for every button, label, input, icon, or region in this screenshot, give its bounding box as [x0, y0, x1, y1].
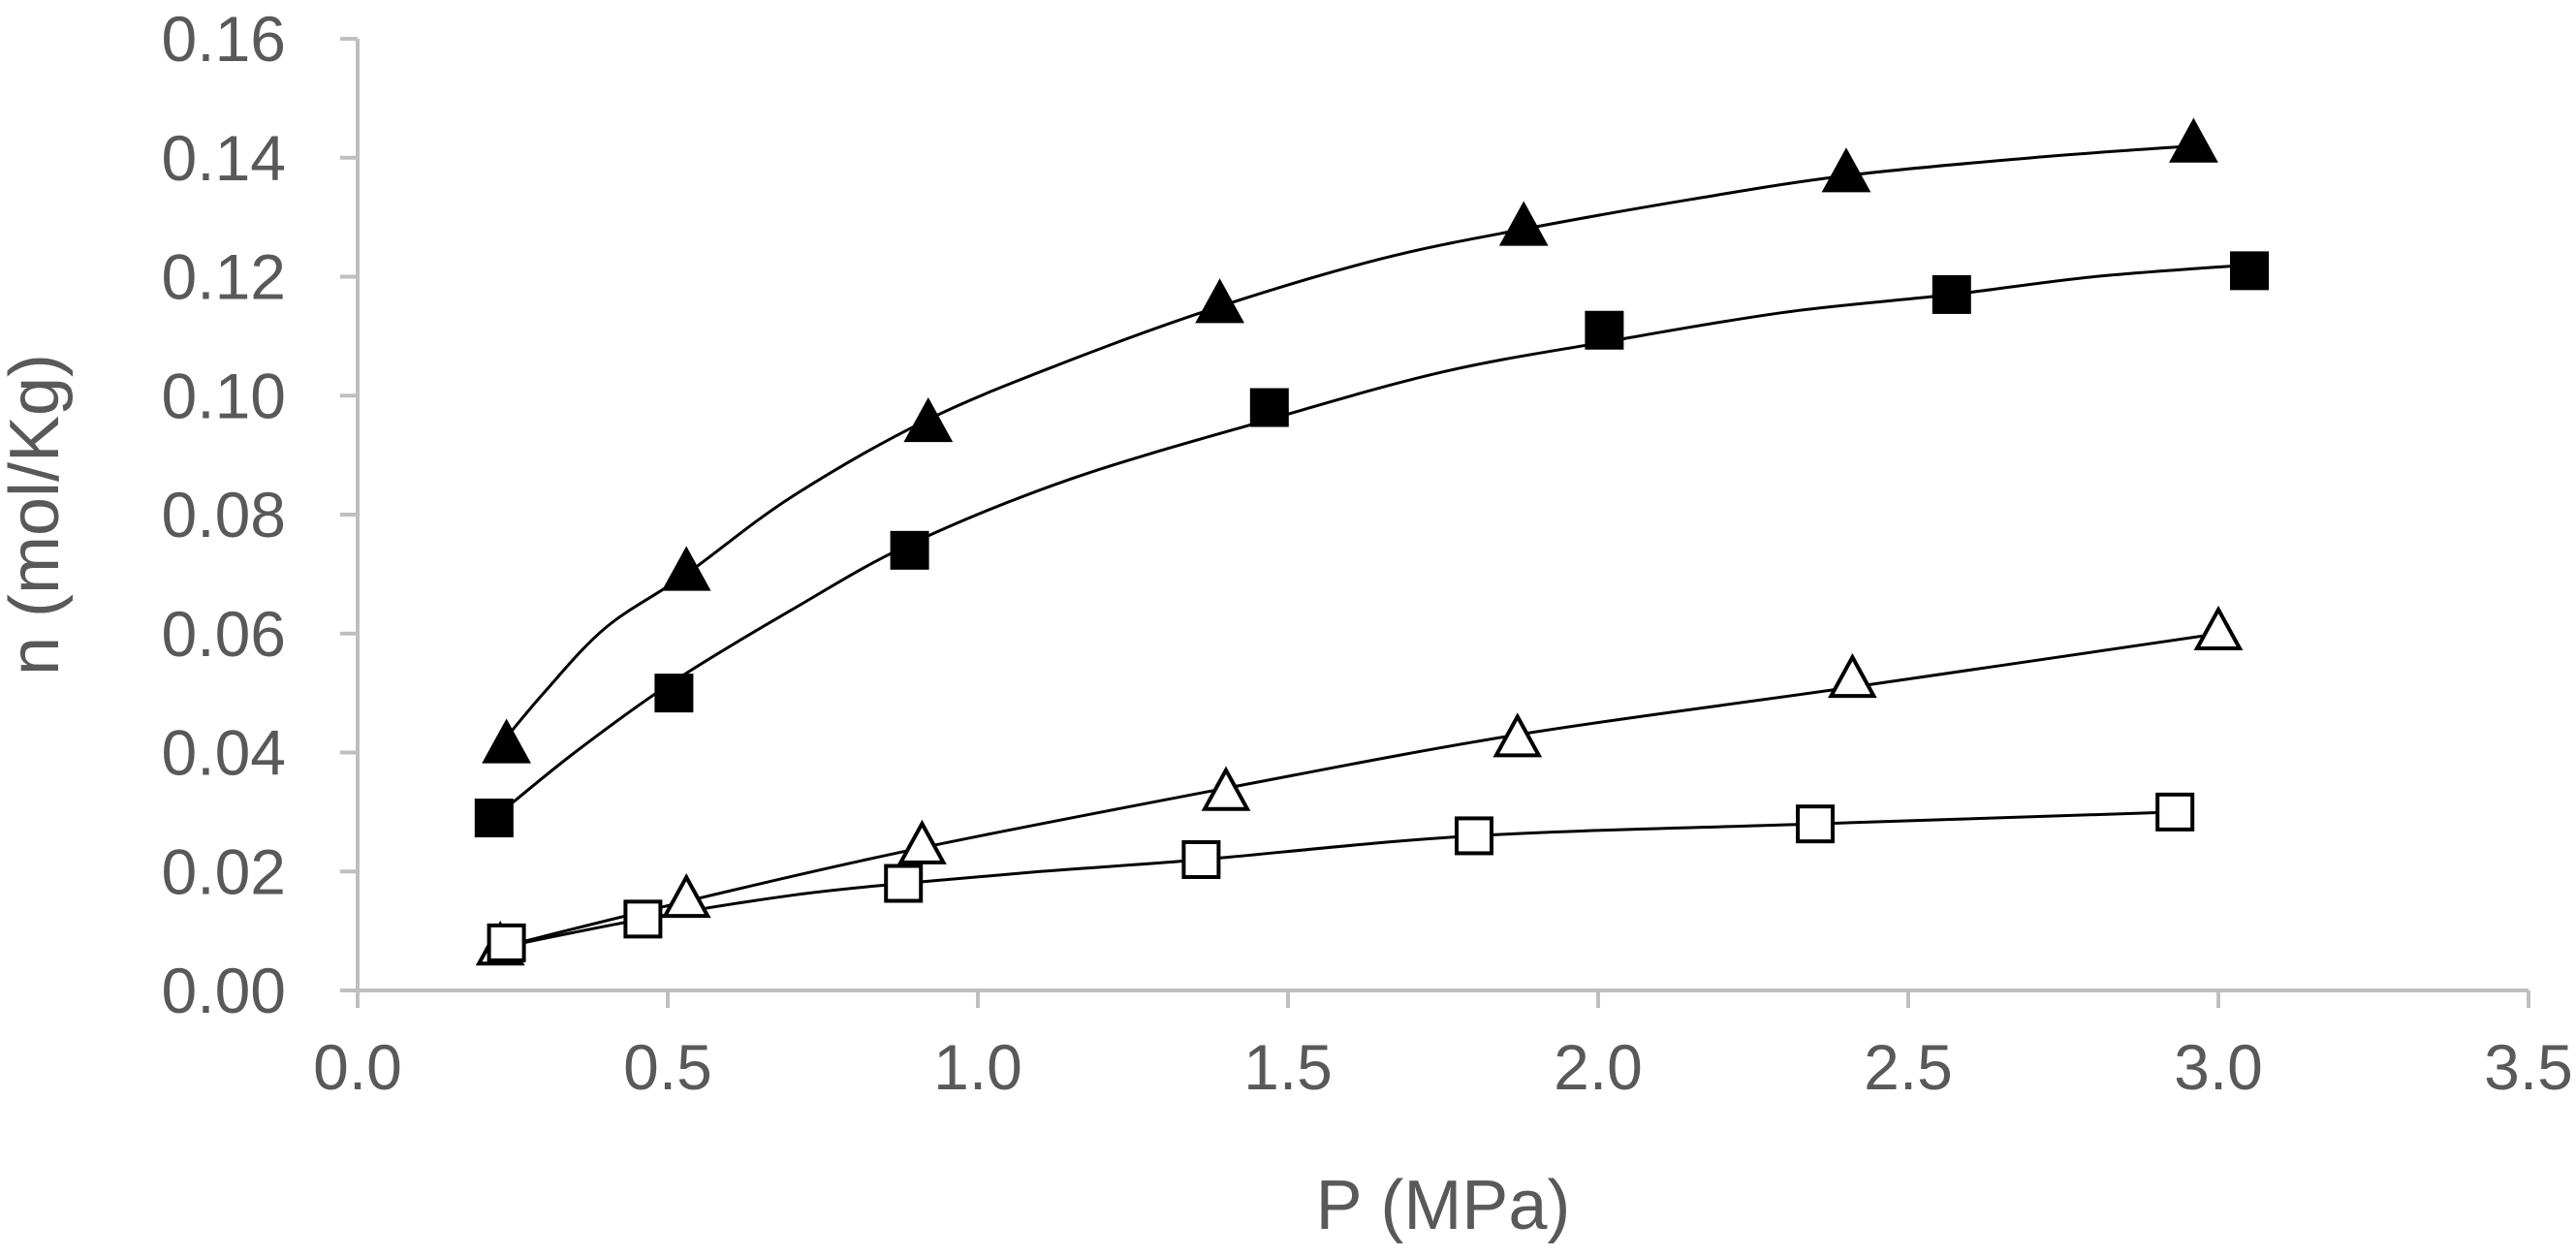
- open-triangle-marker: [2193, 605, 2244, 650]
- open-square-marker: [623, 899, 663, 939]
- filled-triangle-fit-line: [492, 144, 2194, 754]
- open-triangle-marker: [1828, 652, 1877, 699]
- filled-square-marker: [654, 674, 694, 713]
- y-axis-title: n (mol/Kg): [0, 354, 74, 675]
- filled-square-marker: [890, 530, 929, 570]
- x-tick-label: 3.0: [2174, 1031, 2263, 1103]
- open-square-marker: [2155, 792, 2195, 832]
- y-tick-label: 0.00: [162, 955, 286, 1026]
- filled-triangle-marker: [661, 546, 711, 591]
- y-tick-label: 0.02: [162, 835, 286, 907]
- open-square-marker: [884, 864, 924, 903]
- filled-triangle-marker: [2169, 117, 2218, 163]
- filled-triangle-marker: [1498, 201, 1549, 246]
- filled-square-marker: [1932, 274, 1971, 314]
- open-triangle-marker: [661, 872, 711, 919]
- x-axis-title: P (MPa): [1316, 1167, 1571, 1244]
- tick-marks: [340, 37, 2530, 1008]
- open-square-fit-line: [493, 810, 2176, 951]
- x-tick-labels: 0.0 0.5 1.0 1.5 2.0 2.5 3.0 3.5: [313, 1031, 2573, 1103]
- filled-triangle-marker: [1195, 278, 1244, 324]
- x-tick-label: 2.0: [1554, 1031, 1643, 1103]
- filled-square-marker: [1585, 310, 1624, 350]
- y-tick-label: 0.12: [162, 241, 286, 313]
- filled-square-fit-line: [492, 263, 2250, 820]
- open-square-marker: [487, 923, 526, 962]
- filled-triangle-marker: [903, 396, 954, 443]
- filled-square-marker: [1249, 388, 1289, 427]
- fit-lines: [492, 144, 2250, 951]
- x-tick-label: 1.5: [1243, 1031, 1333, 1103]
- axes: [356, 39, 2529, 992]
- y-tick-labels: 0.00 0.02 0.04 0.06 0.08 0.10 0.12 0.14 0.16: [162, 3, 286, 1026]
- y-tick-label: 0.04: [162, 717, 286, 789]
- open-triangle-marker: [1492, 712, 1543, 758]
- open-triangle-marker: [1201, 766, 1251, 811]
- filled-square-marker: [2230, 251, 2269, 291]
- open-triangle-fit-line: [493, 632, 2219, 951]
- y-tick-label: 0.06: [162, 598, 286, 670]
- x-tick-label: 0.5: [623, 1031, 712, 1103]
- y-tick-label: 0.16: [162, 3, 286, 75]
- open-square-marker: [1455, 816, 1493, 856]
- open-triangle-marker: [897, 819, 947, 864]
- data-markers: [474, 117, 2269, 966]
- y-tick-label: 0.14: [162, 122, 286, 194]
- x-tick-label: 0.0: [313, 1031, 402, 1103]
- x-tick-label: 1.0: [933, 1031, 1022, 1103]
- x-tick-label: 3.5: [2484, 1031, 2573, 1103]
- filled-square-marker: [474, 799, 514, 838]
- y-tick-label: 0.10: [162, 360, 286, 431]
- filled-triangle-marker: [1821, 147, 1871, 193]
- y-tick-label: 0.08: [162, 479, 286, 550]
- open-square-marker: [1181, 839, 1221, 879]
- open-square-marker: [1796, 804, 1835, 844]
- x-tick-label: 2.5: [1864, 1031, 1953, 1103]
- filled-triangle-marker: [482, 718, 531, 764]
